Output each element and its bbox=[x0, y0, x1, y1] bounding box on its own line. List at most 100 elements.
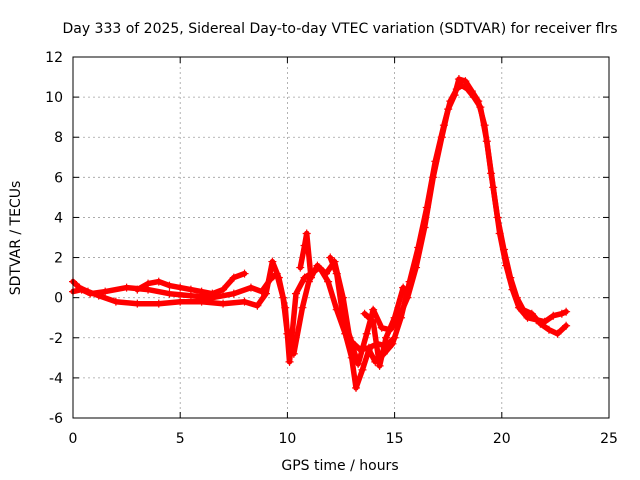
data-point bbox=[229, 289, 238, 298]
data-point bbox=[377, 323, 386, 332]
data-point bbox=[437, 133, 446, 142]
data-point bbox=[429, 173, 438, 182]
data-point bbox=[296, 263, 305, 272]
data-point bbox=[176, 283, 185, 292]
y-tick-label: 8 bbox=[54, 130, 63, 146]
x-tick-label: 10 bbox=[278, 431, 296, 447]
data-point bbox=[279, 293, 288, 302]
data-point bbox=[369, 305, 378, 314]
data-point bbox=[523, 313, 532, 322]
data-point bbox=[300, 241, 309, 250]
data-point bbox=[562, 307, 571, 316]
data-point bbox=[176, 297, 185, 306]
series-0 bbox=[69, 75, 571, 392]
data-point bbox=[506, 273, 515, 282]
data-point bbox=[519, 305, 528, 314]
data-point bbox=[268, 257, 277, 266]
data-point bbox=[480, 121, 489, 130]
data-point bbox=[557, 309, 566, 318]
data-point bbox=[229, 273, 238, 282]
data-point bbox=[219, 299, 228, 308]
data-point bbox=[354, 359, 363, 368]
data-point bbox=[549, 311, 558, 320]
data-point bbox=[133, 285, 142, 294]
data-point bbox=[165, 289, 174, 298]
data-point bbox=[154, 277, 163, 286]
data-point bbox=[369, 317, 378, 326]
data-point bbox=[450, 91, 459, 100]
data-point bbox=[412, 263, 421, 272]
data-point bbox=[356, 345, 365, 354]
x-axis-label: GPS time / hours bbox=[281, 458, 398, 474]
data-point bbox=[246, 283, 255, 292]
y-tick-label: -4 bbox=[49, 371, 63, 387]
data-point bbox=[454, 75, 463, 84]
y-tick-label: 4 bbox=[54, 210, 63, 226]
data-point bbox=[285, 357, 294, 366]
data-point bbox=[544, 325, 553, 334]
data-series bbox=[69, 75, 571, 392]
data-point bbox=[474, 97, 483, 106]
data-point bbox=[512, 293, 521, 302]
series-trace-5 bbox=[361, 284, 406, 369]
data-point bbox=[360, 309, 369, 318]
data-point bbox=[302, 229, 311, 238]
plot-frame bbox=[72, 56, 610, 419]
data-point bbox=[403, 293, 412, 302]
data-point bbox=[111, 297, 120, 306]
data-point bbox=[499, 245, 508, 254]
data-point bbox=[527, 309, 536, 318]
y-tick-label: -6 bbox=[49, 411, 63, 427]
data-point bbox=[253, 301, 262, 310]
y-tick-label: 0 bbox=[54, 291, 63, 307]
data-point bbox=[390, 333, 399, 342]
data-point bbox=[272, 269, 281, 278]
data-point bbox=[562, 321, 571, 330]
data-point bbox=[133, 299, 142, 308]
data-point bbox=[240, 269, 249, 278]
y-tick-label: -2 bbox=[49, 331, 63, 347]
data-point bbox=[77, 285, 86, 294]
data-point bbox=[186, 285, 195, 294]
data-point bbox=[326, 253, 335, 262]
data-point bbox=[390, 313, 399, 322]
x-tick-label: 15 bbox=[386, 431, 404, 447]
data-point bbox=[219, 285, 228, 294]
data-point bbox=[306, 273, 315, 282]
data-point bbox=[101, 287, 110, 296]
data-point bbox=[289, 349, 298, 358]
data-point bbox=[461, 77, 470, 86]
data-point bbox=[399, 283, 408, 292]
y-tick-label: 10 bbox=[45, 90, 63, 106]
data-point bbox=[339, 313, 348, 322]
data-point bbox=[208, 289, 217, 298]
data-point bbox=[347, 337, 356, 346]
data-point bbox=[536, 319, 545, 328]
axis-ticks: 0 5 10 15 20 25 -6 -4 -2 0 2 4 6 8 10 12 bbox=[45, 50, 618, 447]
chart-title: Day 333 of 2025, Sidereal Day-to-day VTE… bbox=[62, 21, 617, 37]
data-point bbox=[362, 329, 371, 338]
data-point bbox=[240, 297, 249, 306]
data-point bbox=[154, 299, 163, 308]
series-trace-3 bbox=[297, 230, 314, 281]
data-point bbox=[257, 287, 266, 296]
data-point bbox=[144, 279, 153, 288]
data-point bbox=[298, 303, 307, 312]
data-point bbox=[467, 87, 476, 96]
data-point bbox=[358, 365, 367, 374]
y-tick-label: 6 bbox=[54, 170, 63, 186]
data-point bbox=[352, 383, 361, 392]
data-point bbox=[313, 261, 322, 270]
data-point bbox=[553, 329, 562, 338]
x-tick-label: 5 bbox=[176, 431, 185, 447]
data-point bbox=[324, 277, 333, 286]
data-point bbox=[487, 169, 496, 178]
data-point bbox=[382, 333, 391, 342]
x-tick-label: 25 bbox=[600, 431, 618, 447]
data-point bbox=[86, 289, 95, 298]
data-point bbox=[266, 275, 275, 284]
x-tick-label: 20 bbox=[493, 431, 511, 447]
data-point bbox=[321, 269, 330, 278]
